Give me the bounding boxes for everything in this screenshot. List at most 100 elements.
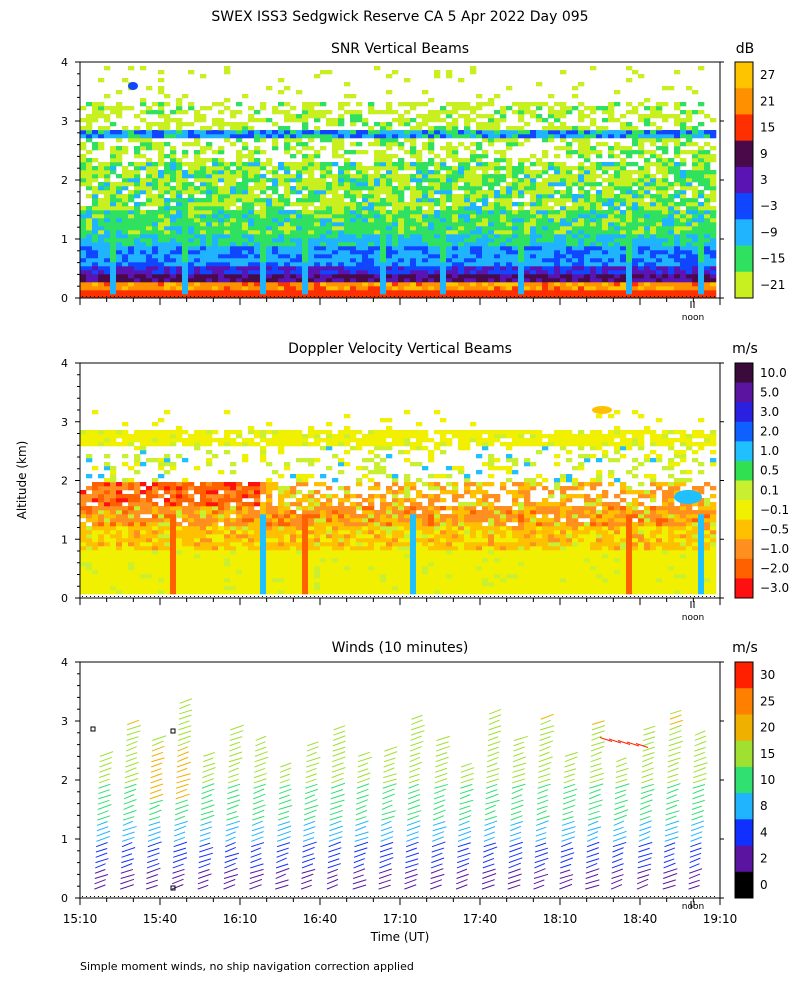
snr-cell <box>362 170 369 175</box>
snr-cell <box>668 114 675 119</box>
snr-cell <box>686 230 693 235</box>
snr-cell <box>284 142 291 147</box>
snr-cell <box>668 294 675 299</box>
snr-cell <box>122 170 129 175</box>
snr-cell <box>440 178 447 183</box>
snr-cell <box>620 234 627 239</box>
snr-cell <box>122 106 129 111</box>
snr-cell <box>314 118 321 123</box>
snr-cell <box>194 254 201 259</box>
snr-cell <box>500 134 507 139</box>
snr-cell <box>380 142 387 147</box>
snr-cell <box>410 178 417 183</box>
snr-cell <box>662 234 669 239</box>
doppler-cell <box>266 586 273 591</box>
snr-cell <box>380 222 387 227</box>
snr-cell <box>638 170 645 175</box>
snr-cell <box>386 130 393 135</box>
snr-cell <box>440 294 447 299</box>
snr-cell <box>416 162 423 167</box>
snr-cell <box>554 258 561 263</box>
snr-cell <box>638 118 645 123</box>
snr-cell <box>98 230 105 235</box>
snr-cell <box>428 142 435 147</box>
snr-cell <box>326 134 333 139</box>
snr-cell <box>452 118 459 123</box>
snr-cell <box>638 286 645 291</box>
snr-cell <box>122 294 129 299</box>
snr-cell <box>104 206 111 211</box>
snr-cell <box>704 142 711 147</box>
snr-cell <box>206 198 213 203</box>
snr-cell <box>338 258 345 263</box>
doppler-cell <box>422 590 429 595</box>
snr-cell <box>452 170 459 175</box>
snr-cell <box>302 210 309 215</box>
snr-cell <box>410 190 417 195</box>
snr-cell <box>272 270 279 275</box>
snr-cell <box>578 118 585 123</box>
doppler-cell <box>398 578 405 583</box>
snr-cell <box>290 190 297 195</box>
snr-cell <box>662 174 669 179</box>
snr-cell <box>488 270 495 275</box>
snr-cell <box>596 234 603 239</box>
snr-cell <box>170 162 177 167</box>
snr-cell <box>182 294 189 299</box>
snr-cell <box>176 206 183 211</box>
doppler-cell <box>434 578 441 583</box>
snr-cell <box>248 154 255 159</box>
snr-cell <box>266 274 273 279</box>
snr-cell <box>86 222 93 227</box>
doppler-cell <box>290 586 297 591</box>
snr-cell <box>530 202 537 207</box>
snr-cell <box>398 114 405 119</box>
snr-cell <box>458 158 465 163</box>
snr-cell <box>410 266 417 271</box>
snr-cell <box>158 210 165 215</box>
snr-cell <box>452 242 459 247</box>
snr-cell <box>638 282 645 287</box>
y-tick-label: 3 <box>61 115 68 128</box>
snr-cell <box>158 150 165 155</box>
snr-cell <box>344 130 351 135</box>
snr-cell <box>596 226 603 231</box>
doppler-cell <box>92 590 99 595</box>
snr-cell <box>446 254 453 259</box>
snr-cell <box>326 262 333 267</box>
snr-cell <box>182 258 189 263</box>
snr-cell <box>476 294 483 299</box>
doppler-cell <box>488 578 495 583</box>
snr-cell <box>200 234 207 239</box>
snr-cell <box>656 190 663 195</box>
snr-cell <box>488 254 495 259</box>
snr-cell <box>104 238 111 243</box>
snr-cell <box>404 290 411 295</box>
snr-cell <box>692 214 699 219</box>
snr-cell <box>122 282 129 287</box>
snr-cell <box>362 150 369 155</box>
doppler-cell <box>176 586 183 591</box>
snr-cell <box>128 242 135 247</box>
snr-cell <box>680 142 687 147</box>
snr-cell <box>164 190 171 195</box>
snr-cell <box>692 262 699 267</box>
snr-cell <box>512 230 519 235</box>
snr-cell <box>206 106 213 111</box>
snr-cell <box>350 242 357 247</box>
snr-cell <box>260 262 267 267</box>
doppler-cell <box>518 590 525 595</box>
figure-title: SWEX ISS3 Sedgwick Reserve CA 5 Apr 2022… <box>211 9 588 25</box>
snr-cell <box>302 162 309 167</box>
snr-cell <box>296 234 303 239</box>
snr-cell <box>392 190 399 195</box>
snr-cell <box>188 186 195 191</box>
doppler-cell <box>374 574 381 579</box>
snr-cell <box>368 278 375 283</box>
snr-cell <box>266 210 273 215</box>
doppler-cell <box>302 574 309 579</box>
snr-cell <box>380 218 387 223</box>
snr-cell <box>692 206 699 211</box>
snr-cell <box>620 218 627 223</box>
snr-cell <box>488 278 495 283</box>
